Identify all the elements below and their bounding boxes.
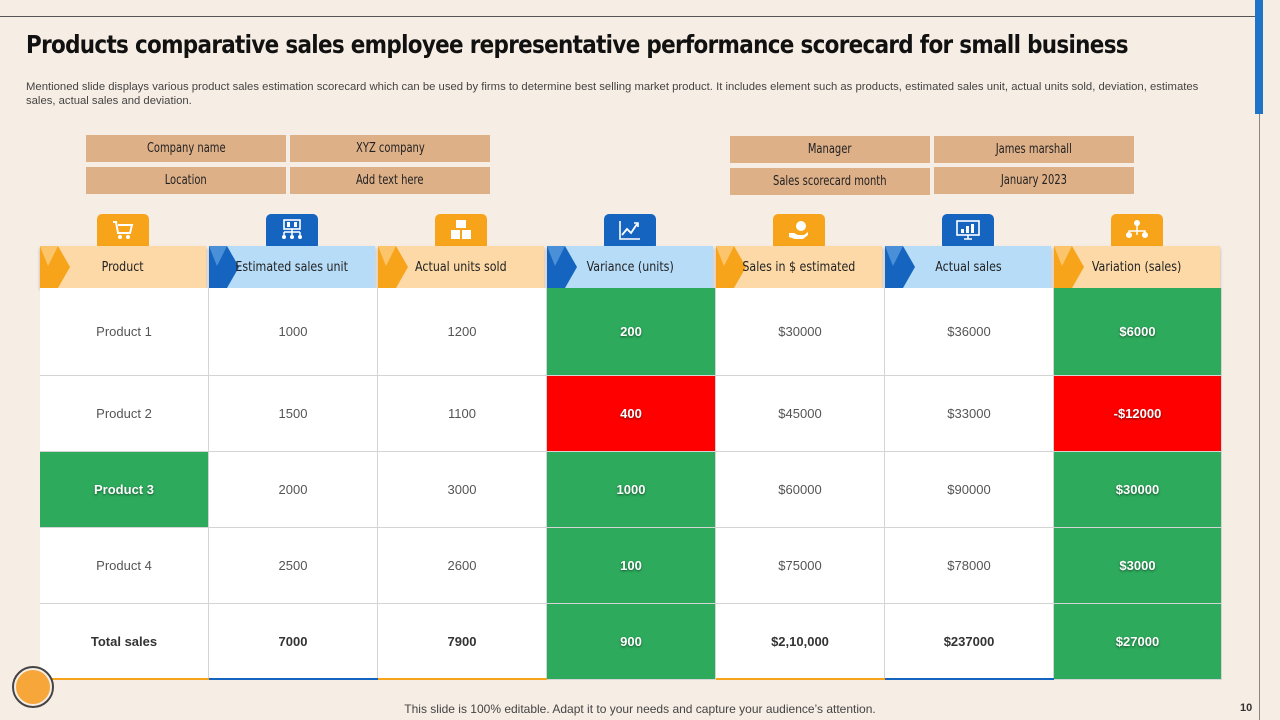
table-cell[interactable]: 1200 [378, 288, 547, 376]
table-cell[interactable]: $3000 [1054, 528, 1222, 604]
column-header-estimated-sales-unit[interactable]: Estimated sales unit [209, 246, 375, 288]
total-cell[interactable]: $27000 [1054, 604, 1222, 680]
slide-description: Mentioned slide displays various product… [26, 81, 1199, 107]
column-accent [885, 678, 1054, 680]
column-header-sales-estimated[interactable]: Sales in $ estimated [716, 246, 882, 288]
line-chart-icon [604, 214, 656, 250]
total-cell[interactable]: 7000 [209, 604, 378, 680]
manager-value[interactable]: James marshall [934, 136, 1134, 163]
money-hand-icon [773, 214, 825, 250]
table-cell[interactable]: $33000 [885, 376, 1054, 452]
monitor-chart-icon [942, 214, 994, 250]
table-cell[interactable]: -$12000 [1054, 376, 1222, 452]
table-cell[interactable]: $30000 [1054, 452, 1222, 528]
total-cell[interactable]: Total sales [40, 604, 209, 680]
column-header-actual-sales[interactable]: Actual sales [885, 246, 1051, 288]
table-cell[interactable]: 100 [547, 528, 716, 604]
table-cell[interactable]: $36000 [885, 288, 1054, 376]
company-value[interactable]: XYZ company [290, 135, 490, 162]
column-header-product[interactable]: Product [40, 246, 206, 288]
page-number: 10 [1240, 702, 1253, 714]
boxes-icon [435, 214, 487, 250]
table-cell[interactable]: 2600 [378, 528, 547, 604]
table-cell[interactable]: Product 4 [40, 528, 209, 604]
location-label: Location [86, 167, 286, 194]
total-cell[interactable]: $237000 [885, 604, 1054, 680]
column-accent [209, 678, 378, 680]
decorative-circle [12, 666, 54, 708]
total-cell[interactable]: $2,10,000 [716, 604, 885, 680]
table-cell[interactable]: $75000 [716, 528, 885, 604]
location-value[interactable]: Add text here [290, 167, 490, 194]
table-cell[interactable]: 200 [547, 288, 716, 376]
cart-icon [97, 214, 149, 250]
table-cell[interactable]: $78000 [885, 528, 1054, 604]
accent-bar [1255, 0, 1263, 114]
table-cell[interactable]: 1000 [547, 452, 716, 528]
top-rule [0, 16, 1256, 17]
scorecard-table: Product 1 1000 1200 200 $30000 $36000 $6… [40, 288, 1222, 680]
table-cell[interactable]: Product 3 [40, 452, 209, 528]
company-label: Company name [86, 135, 286, 162]
total-cell[interactable]: 900 [547, 604, 716, 680]
table-cell[interactable]: 1000 [209, 288, 378, 376]
column-accent [40, 678, 209, 680]
column-accent [378, 678, 547, 680]
table-cell[interactable]: Product 1 [40, 288, 209, 376]
table-cell[interactable]: 3000 [378, 452, 547, 528]
footer-note: This slide is 100% editable. Adapt it to… [404, 702, 876, 716]
month-label: Sales scorecard month [730, 168, 930, 195]
column-header-actual-units-sold[interactable]: Actual units sold [378, 246, 544, 288]
org-chart-icon [266, 214, 318, 250]
table-cell[interactable]: 400 [547, 376, 716, 452]
column-header-variation-sales[interactable]: Variation (sales) [1054, 246, 1220, 288]
table-cell[interactable]: 2000 [209, 452, 378, 528]
table-cell[interactable]: $30000 [716, 288, 885, 376]
table-cell[interactable]: $90000 [885, 452, 1054, 528]
table-cell[interactable]: 1500 [209, 376, 378, 452]
manager-label: Manager [730, 136, 930, 163]
table-cell[interactable]: Product 2 [40, 376, 209, 452]
network-icon [1111, 214, 1163, 250]
column-header-variance-units[interactable]: Variance (units) [547, 246, 713, 288]
table-cell[interactable]: $45000 [716, 376, 885, 452]
slide-title: Products comparative sales employee repr… [26, 30, 1129, 59]
right-rule [1259, 114, 1260, 720]
table-cell[interactable]: $60000 [716, 452, 885, 528]
table-cell[interactable]: $6000 [1054, 288, 1222, 376]
total-cell[interactable]: 7900 [378, 604, 547, 680]
table-cell[interactable]: 2500 [209, 528, 378, 604]
table-cell[interactable]: 1100 [378, 376, 547, 452]
column-accent [716, 678, 885, 680]
month-value[interactable]: January 2023 [934, 167, 1134, 194]
